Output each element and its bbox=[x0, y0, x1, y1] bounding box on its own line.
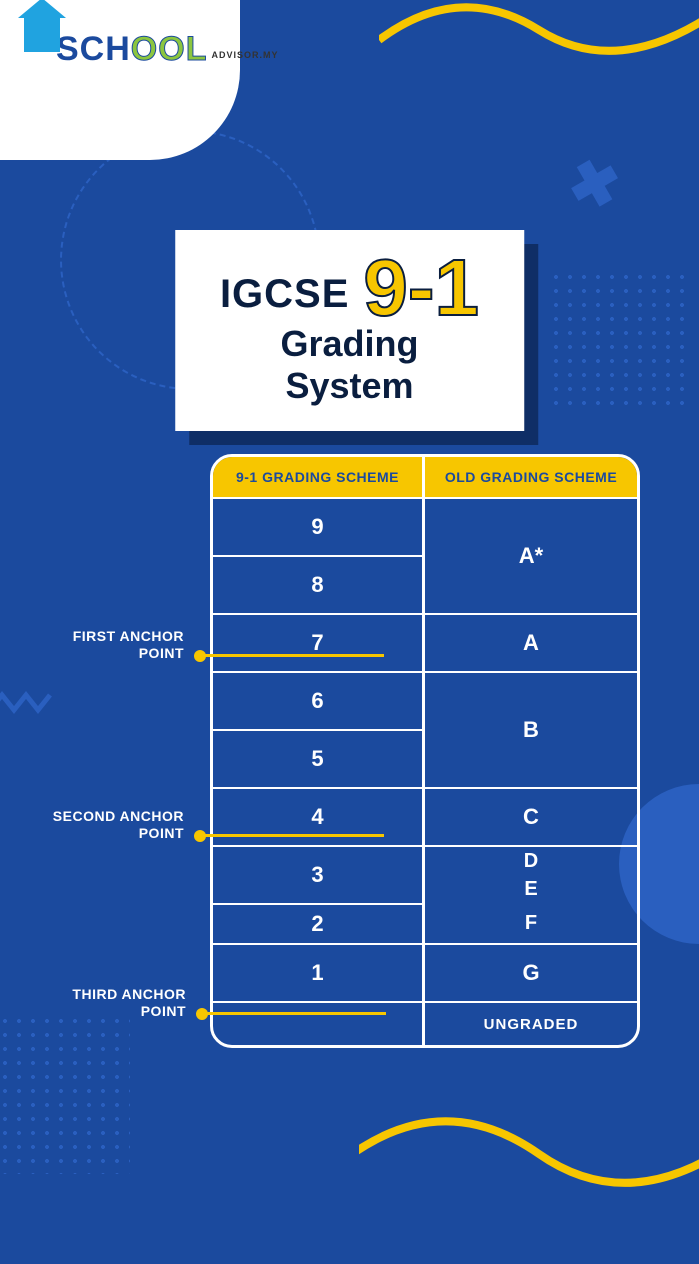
title-prefix: IGCSE bbox=[220, 272, 349, 317]
table-header-new: 9-1 GRADING SCHEME bbox=[213, 457, 425, 497]
grade-new-cell: 6 bbox=[213, 671, 425, 729]
title-highlight: 9-1 bbox=[363, 256, 479, 320]
grade-new-cell: 2 bbox=[213, 903, 425, 943]
title-card: IGCSE 9-1 Grading System bbox=[175, 230, 525, 431]
grade-old-cell: A bbox=[425, 613, 637, 671]
logo-text-part2: OOL bbox=[131, 30, 208, 69]
grade-old-cell: A* bbox=[425, 497, 637, 613]
logo-subtext: ADVISOR.MY bbox=[211, 50, 278, 60]
anchor-label: THIRD ANCHORPOINT bbox=[72, 986, 186, 1019]
grade-old-cell: D bbox=[425, 845, 637, 875]
grade-new-cell: 8 bbox=[213, 555, 425, 613]
grade-old-cell: C bbox=[425, 787, 637, 845]
grade-new-cell: 1 bbox=[213, 943, 425, 1001]
bg-zigzag-deco bbox=[0, 690, 60, 720]
anchor-label: FIRST ANCHORPOINT bbox=[73, 628, 184, 661]
bg-cross-deco: ✖ bbox=[561, 145, 628, 226]
logo: SCH OOL ADVISOR.MY bbox=[24, 24, 278, 69]
grade-new-cell: 9 bbox=[213, 497, 425, 555]
logo-house-icon bbox=[24, 16, 60, 52]
bg-wave-deco bbox=[379, 0, 699, 160]
grade-new-cell-empty bbox=[213, 1001, 425, 1045]
anchor-third: THIRD ANCHORPOINT bbox=[36, 986, 186, 1020]
grade-new-cell: 5 bbox=[213, 729, 425, 787]
grade-old-cell: F bbox=[425, 903, 637, 943]
logo-text-part1: SCH bbox=[56, 30, 131, 69]
grade-new-cell: 3 bbox=[213, 845, 425, 903]
title-subtitle: Grading System bbox=[215, 323, 485, 407]
grade-old-cell: G bbox=[425, 943, 637, 1001]
bg-dots-deco bbox=[0, 1014, 130, 1174]
grade-old-cell: E bbox=[425, 875, 637, 903]
anchor-first: FIRST ANCHORPOINT bbox=[44, 628, 184, 662]
table-header-old: OLD GRADING SCHEME bbox=[425, 457, 637, 497]
anchor-label: SECOND ANCHORPOINT bbox=[53, 808, 184, 841]
grade-new-cell: 7 bbox=[213, 613, 425, 671]
grade-old-cell: UNGRADED bbox=[425, 1001, 637, 1045]
anchor-second: SECOND ANCHORPOINT bbox=[24, 808, 184, 842]
grade-old-cell: B bbox=[425, 671, 637, 787]
bg-wave-deco bbox=[359, 1024, 699, 1264]
bg-dots-deco bbox=[549, 270, 689, 410]
grading-table: 9-1 GRADING SCHEME OLD GRADING SCHEME 9 … bbox=[210, 454, 640, 1048]
